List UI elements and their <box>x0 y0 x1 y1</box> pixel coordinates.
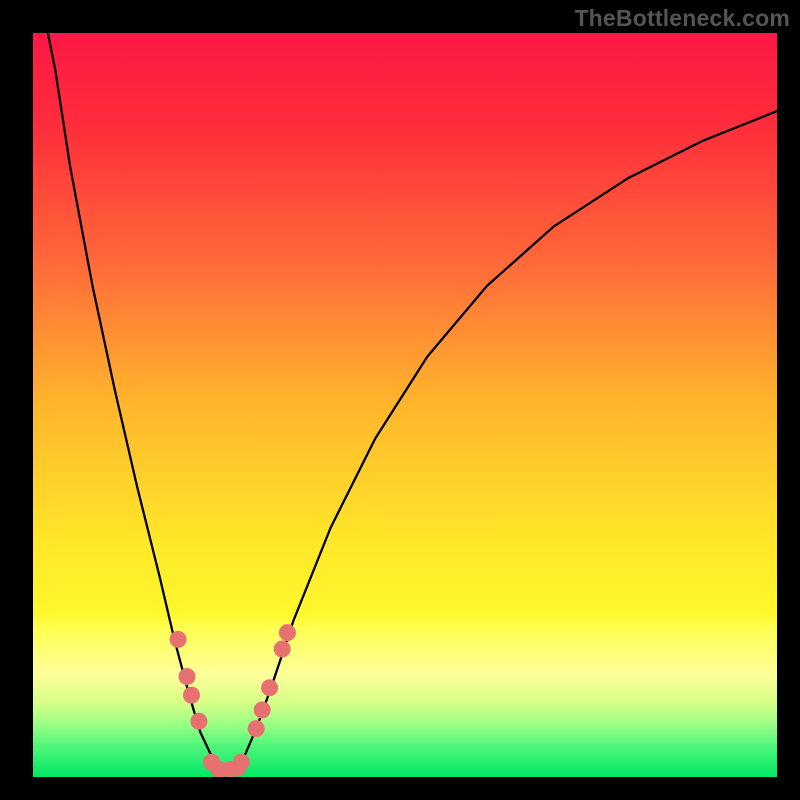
data-marker <box>254 702 271 719</box>
data-marker <box>261 679 278 696</box>
watermark-text: TheBottleneck.com <box>574 5 790 32</box>
data-marker <box>183 687 200 704</box>
plot-area <box>33 33 777 777</box>
gradient-background <box>33 33 777 777</box>
data-marker <box>233 754 250 771</box>
data-marker <box>274 641 291 658</box>
data-marker <box>170 631 187 648</box>
data-marker <box>248 720 265 737</box>
data-marker <box>179 668 196 685</box>
data-marker <box>279 624 296 641</box>
plot-svg <box>33 33 777 777</box>
data-marker <box>190 713 207 730</box>
